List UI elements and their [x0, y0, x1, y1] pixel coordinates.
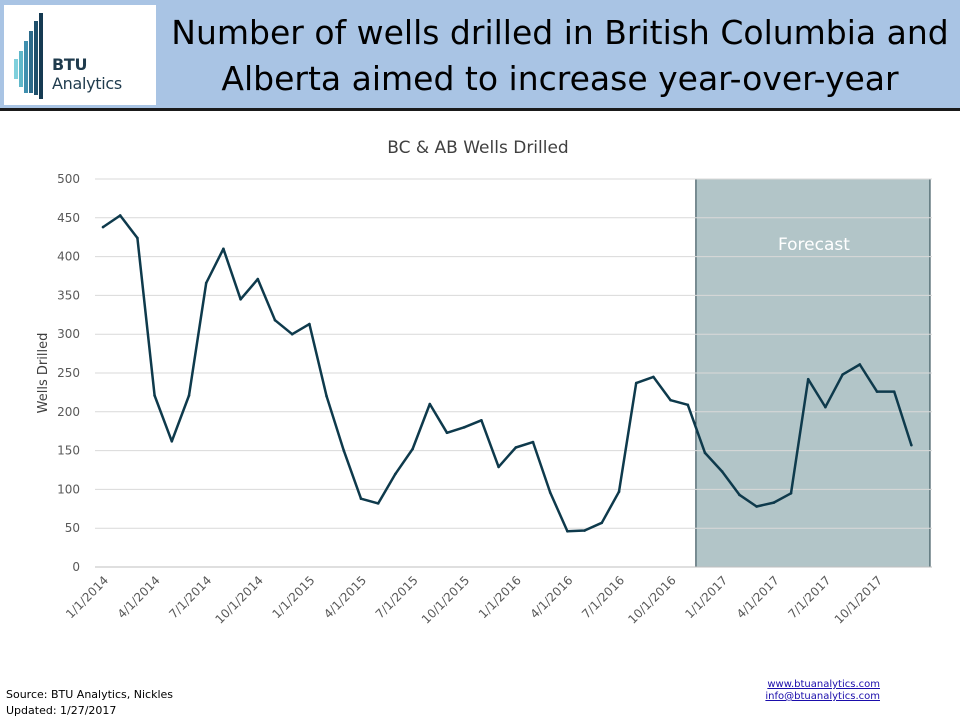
y-tick-label: 250 [57, 366, 80, 380]
y-tick-label: 150 [57, 444, 80, 458]
y-tick-label: 450 [57, 211, 80, 225]
forecast-label: Forecast [778, 235, 850, 255]
data-point [806, 377, 810, 381]
updated-note: Updated: 1/27/2017 [6, 704, 117, 717]
x-tick-label: 1/1/2017 [682, 573, 730, 621]
data-point [325, 394, 328, 398]
x-tick-label: 7/1/2014 [166, 573, 214, 621]
data-point [892, 390, 896, 393]
data-point [118, 214, 122, 217]
x-tick-label: 1/1/2014 [63, 573, 111, 621]
data-point [428, 402, 432, 406]
y-tick-label: 500 [57, 172, 80, 186]
page-title: Number of wells drilled in British Colum… [165, 10, 955, 102]
x-tick-label: 10/1/2015 [419, 573, 472, 626]
data-point [686, 403, 690, 407]
data-point [170, 439, 174, 443]
data-point [462, 426, 466, 429]
y-tick-label: 200 [57, 405, 80, 419]
x-tick-label: 4/1/2015 [321, 573, 369, 621]
data-point [394, 472, 397, 476]
data-point [548, 491, 552, 494]
data-point [308, 322, 311, 326]
page-title-line-1: Number of wells drilled in British Colum… [171, 13, 949, 52]
x-tick-label: 1/1/2016 [476, 573, 524, 621]
data-point [583, 529, 586, 532]
data-point [634, 381, 638, 385]
chart-title: BC & AB Wells Drilled [387, 138, 568, 158]
y-tick-label: 50 [65, 521, 80, 535]
data-point [789, 491, 793, 495]
source-note: Source: BTU Analytics, Nickles [6, 688, 173, 701]
data-point [136, 236, 139, 240]
data-point [480, 419, 483, 422]
logo-text: BTU Analytics [52, 55, 122, 93]
data-point [411, 447, 414, 451]
data-point [669, 398, 672, 402]
y-tick-label: 400 [57, 250, 80, 264]
data-point [273, 318, 277, 322]
data-point [153, 394, 156, 397]
data-point [755, 505, 758, 508]
data-point [497, 465, 500, 469]
data-point [720, 470, 724, 473]
logo-bars-icon [14, 13, 43, 99]
y-axis-label: Wells Drilled [36, 333, 51, 414]
data-point [824, 405, 827, 409]
header-banner: BTU Analytics Number of wells drilled in… [0, 0, 960, 108]
data-point [187, 394, 191, 397]
y-tick-label: 350 [57, 288, 80, 302]
data-point [858, 363, 862, 366]
email-link[interactable]: info@btuanalytics.com [765, 691, 880, 702]
header-divider [0, 108, 960, 111]
x-tick-label: 4/1/2014 [115, 573, 163, 621]
data-point [566, 530, 569, 533]
y-tick-label: 100 [57, 482, 80, 496]
x-tick-label: 4/1/2017 [734, 573, 782, 621]
data-point [445, 431, 449, 435]
data-point [342, 449, 346, 452]
data-point [738, 493, 741, 497]
data-point [290, 332, 294, 336]
data-point [617, 490, 621, 494]
x-tick-label: 7/1/2016 [579, 573, 627, 621]
x-tick-label: 10/1/2016 [625, 573, 678, 626]
x-tick-label: 1/1/2015 [270, 573, 318, 621]
data-point [239, 297, 242, 301]
x-tick-label: 10/1/2014 [213, 573, 266, 626]
wells-drilled-chart: Forecast 0 50 100 150 200 250 300 350 400 450 500 BC… [36, 138, 932, 627]
data-point [256, 277, 260, 281]
website-link[interactable]: www.btuanalytics.com [767, 679, 880, 690]
data-point [652, 375, 655, 379]
data-point [875, 390, 879, 393]
x-tick-label: 10/1/2017 [832, 573, 885, 626]
data-point [101, 225, 105, 229]
x-tick-label: 7/1/2015 [373, 573, 421, 621]
logo: BTU Analytics [4, 5, 156, 105]
page-title-line-2: Alberta aimed to increase year-over-year [221, 59, 899, 98]
data-point [910, 443, 913, 447]
series-line-wells-drilled [102, 214, 913, 533]
y-tick-label: 300 [57, 327, 80, 341]
x-tick-label: 7/1/2017 [786, 573, 834, 621]
data-point [772, 501, 776, 504]
data-point [514, 446, 518, 449]
data-point [600, 521, 604, 525]
data-point [531, 440, 535, 444]
data-point [359, 497, 363, 501]
data-point [204, 281, 208, 285]
data-point [222, 247, 225, 251]
data-point [376, 502, 380, 505]
y-tick-label: 0 [72, 560, 80, 574]
data-point [841, 373, 844, 376]
x-tick-label: 4/1/2016 [528, 573, 576, 621]
data-point [703, 451, 707, 455]
